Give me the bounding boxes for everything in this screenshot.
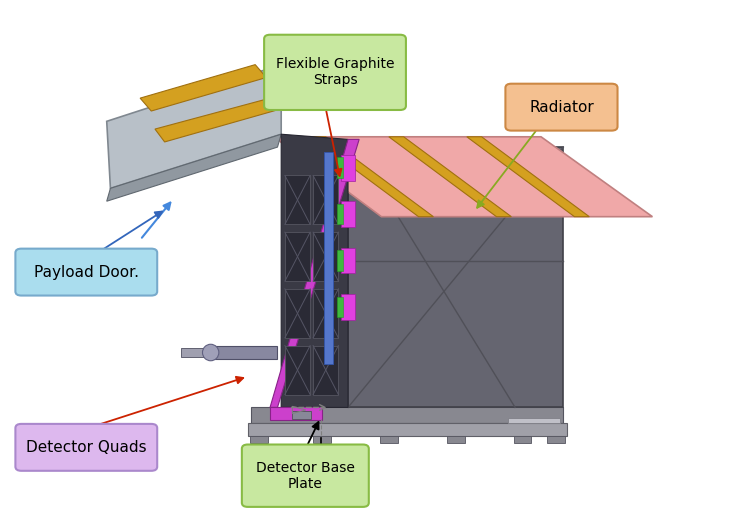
FancyBboxPatch shape (242, 444, 369, 507)
Text: Detector Base
Plate: Detector Base Plate (256, 461, 355, 491)
FancyBboxPatch shape (264, 35, 406, 110)
Polygon shape (447, 436, 465, 443)
Polygon shape (292, 411, 311, 419)
Polygon shape (313, 232, 338, 281)
Polygon shape (313, 289, 338, 338)
Polygon shape (337, 296, 343, 317)
Polygon shape (337, 204, 343, 225)
Polygon shape (547, 436, 565, 443)
Polygon shape (107, 134, 281, 201)
Polygon shape (270, 407, 322, 420)
Polygon shape (340, 155, 355, 181)
Text: Flexible Graphite
Straps: Flexible Graphite Straps (276, 57, 394, 88)
Polygon shape (467, 137, 589, 217)
Polygon shape (313, 345, 338, 394)
FancyBboxPatch shape (16, 424, 157, 471)
Ellipse shape (203, 344, 219, 361)
Polygon shape (281, 134, 348, 407)
Polygon shape (270, 140, 359, 407)
Polygon shape (285, 176, 310, 225)
Text: Detector Quads: Detector Quads (26, 440, 147, 455)
Polygon shape (274, 137, 652, 217)
Polygon shape (508, 418, 560, 423)
Polygon shape (155, 98, 279, 142)
Polygon shape (514, 436, 531, 443)
Polygon shape (181, 348, 211, 357)
Polygon shape (285, 345, 310, 394)
Polygon shape (324, 152, 333, 364)
Polygon shape (250, 436, 268, 443)
Polygon shape (107, 65, 281, 188)
Polygon shape (313, 176, 338, 225)
Polygon shape (285, 289, 310, 338)
Polygon shape (340, 294, 355, 320)
Polygon shape (311, 137, 433, 217)
Text: Payload Door.: Payload Door. (34, 265, 139, 280)
FancyBboxPatch shape (16, 249, 157, 295)
Text: Radiator: Radiator (529, 100, 594, 115)
FancyBboxPatch shape (506, 84, 618, 131)
Polygon shape (340, 247, 355, 274)
Polygon shape (380, 436, 398, 443)
Polygon shape (211, 345, 278, 359)
Polygon shape (340, 201, 355, 227)
Polygon shape (248, 423, 567, 436)
Polygon shape (389, 137, 512, 217)
Polygon shape (251, 407, 563, 423)
Polygon shape (285, 232, 310, 281)
Polygon shape (348, 147, 563, 407)
Polygon shape (337, 250, 343, 271)
Polygon shape (337, 157, 343, 178)
Polygon shape (313, 436, 331, 443)
Polygon shape (140, 65, 266, 111)
